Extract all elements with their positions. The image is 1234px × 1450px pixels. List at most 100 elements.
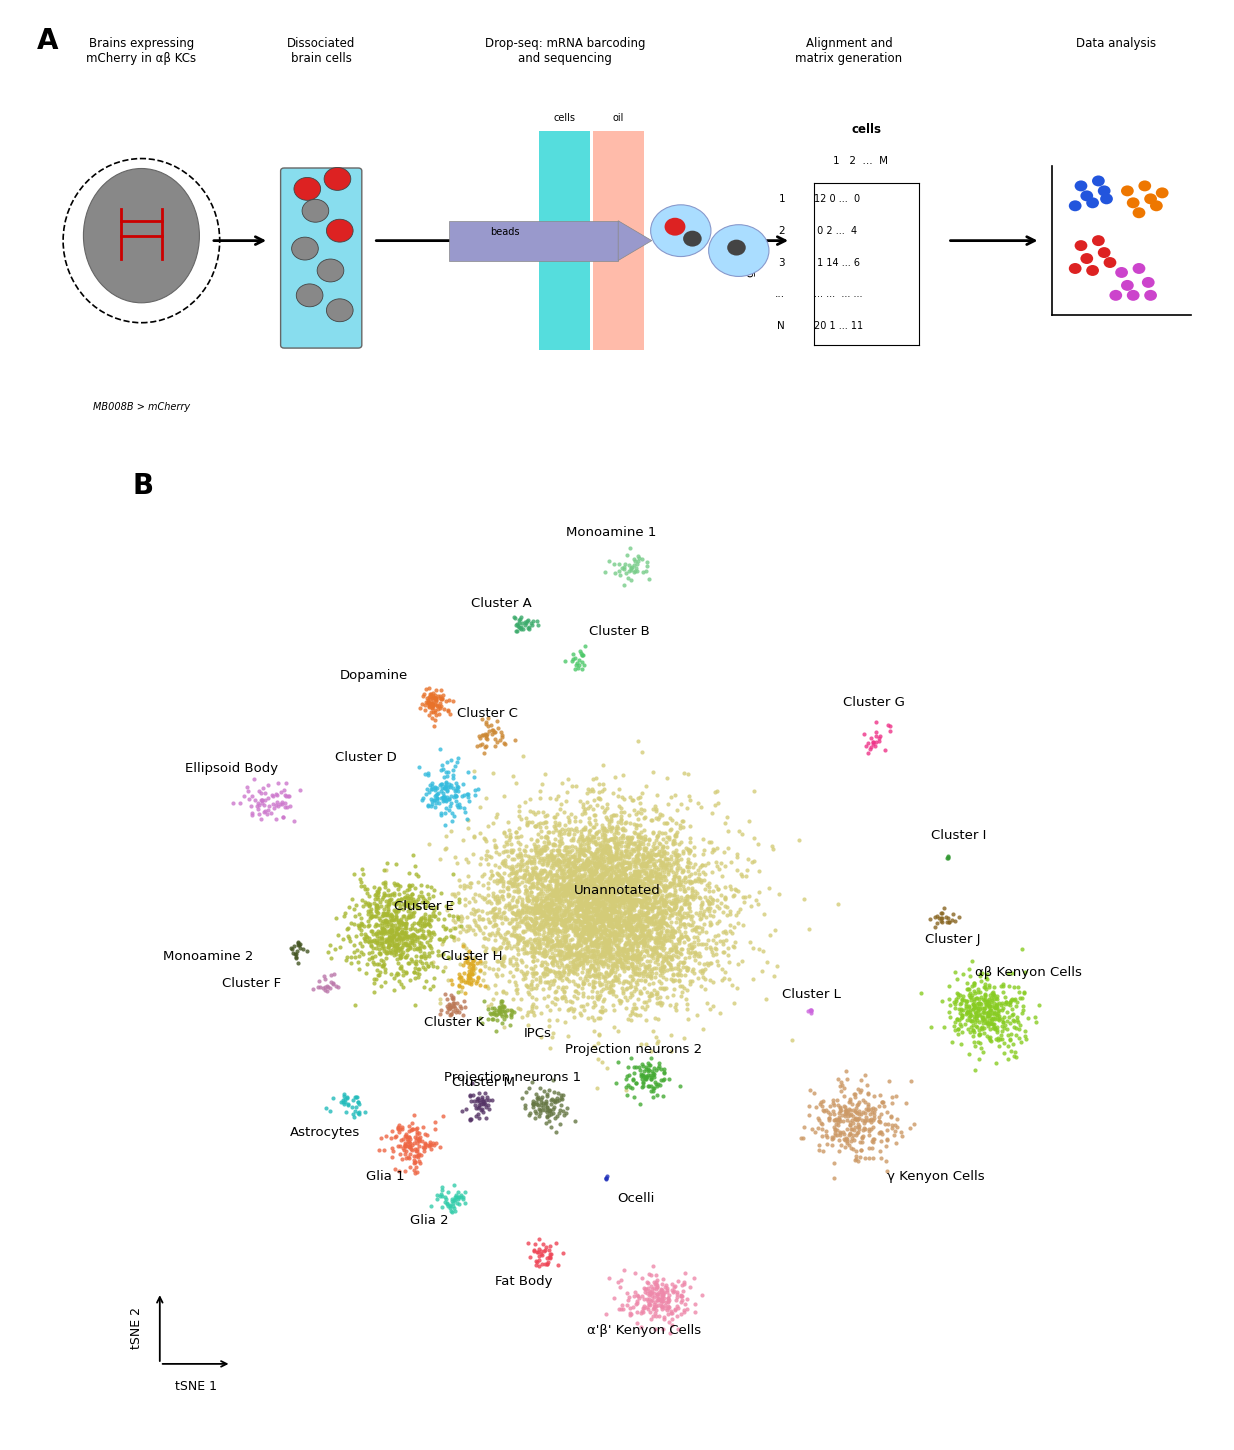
Point [571,828,591,851]
Point [573,806,592,829]
Point [537,935,557,958]
Point [633,922,653,945]
Point [964,995,983,1018]
Point [627,884,647,908]
Point [668,1295,687,1318]
Text: 3: 3 [779,258,785,267]
Point [379,879,399,902]
Point [607,905,627,928]
Point [866,1088,886,1111]
Point [544,973,564,996]
Point [392,925,412,948]
Point [639,977,659,1000]
Point [849,1143,869,1166]
Point [447,1185,466,1208]
Point [575,864,595,887]
Point [644,1069,664,1092]
Point [712,928,732,951]
Point [254,802,274,825]
Point [676,829,696,853]
Point [513,850,533,873]
Point [544,976,564,999]
Point [612,951,632,974]
Point [663,1277,682,1301]
Point [283,924,302,947]
Point [579,822,598,845]
Point [610,919,629,943]
Point [611,845,631,869]
Point [532,861,552,884]
Point [596,874,616,898]
Point [481,892,501,915]
Point [631,983,650,1006]
Point [376,929,396,953]
Point [629,893,649,916]
Point [598,802,618,825]
Point [648,863,668,886]
Point [868,1127,887,1150]
Point [659,896,679,919]
Point [598,768,618,792]
Point [643,938,663,961]
Point [521,854,540,877]
Point [611,831,631,854]
Point [586,922,606,945]
Point [634,932,654,956]
Point [518,857,538,880]
Point [608,832,628,856]
Point [390,919,410,943]
Point [399,1132,418,1156]
Point [366,896,386,919]
Point [553,863,573,886]
Point [520,922,539,945]
Point [702,921,722,944]
Point [366,937,386,960]
Point [491,811,511,834]
Point [586,858,606,882]
Point [550,898,570,921]
Point [389,928,408,951]
Point [587,832,607,856]
Point [606,954,626,977]
Point [612,889,632,912]
Point [992,1019,1012,1043]
Point [416,696,436,719]
Point [605,884,624,908]
Point [423,771,443,795]
Point [854,1083,874,1106]
Point [410,695,429,718]
Circle shape [1120,280,1134,291]
Point [366,896,386,919]
Point [559,919,579,943]
Point [536,932,555,956]
Point [623,915,643,938]
Point [650,1286,670,1309]
Point [590,963,610,986]
Point [605,905,624,928]
Point [537,1098,557,1121]
Point [649,909,669,932]
Point [582,941,602,964]
Point [527,922,547,945]
Point [639,1074,659,1098]
Point [574,927,594,950]
Point [397,903,417,927]
Point [365,890,385,914]
Point [581,914,601,937]
Point [659,858,679,882]
Point [669,884,689,908]
Point [596,887,616,911]
Point [660,905,680,928]
Point [786,1105,806,1128]
Point [418,796,438,819]
Point [868,1060,887,1083]
Point [580,918,600,941]
Point [776,877,796,900]
Point [714,887,734,911]
Point [565,895,585,918]
Point [648,864,668,887]
Point [391,916,411,940]
Point [561,987,581,1011]
Point [405,1146,424,1169]
Point [522,869,542,892]
